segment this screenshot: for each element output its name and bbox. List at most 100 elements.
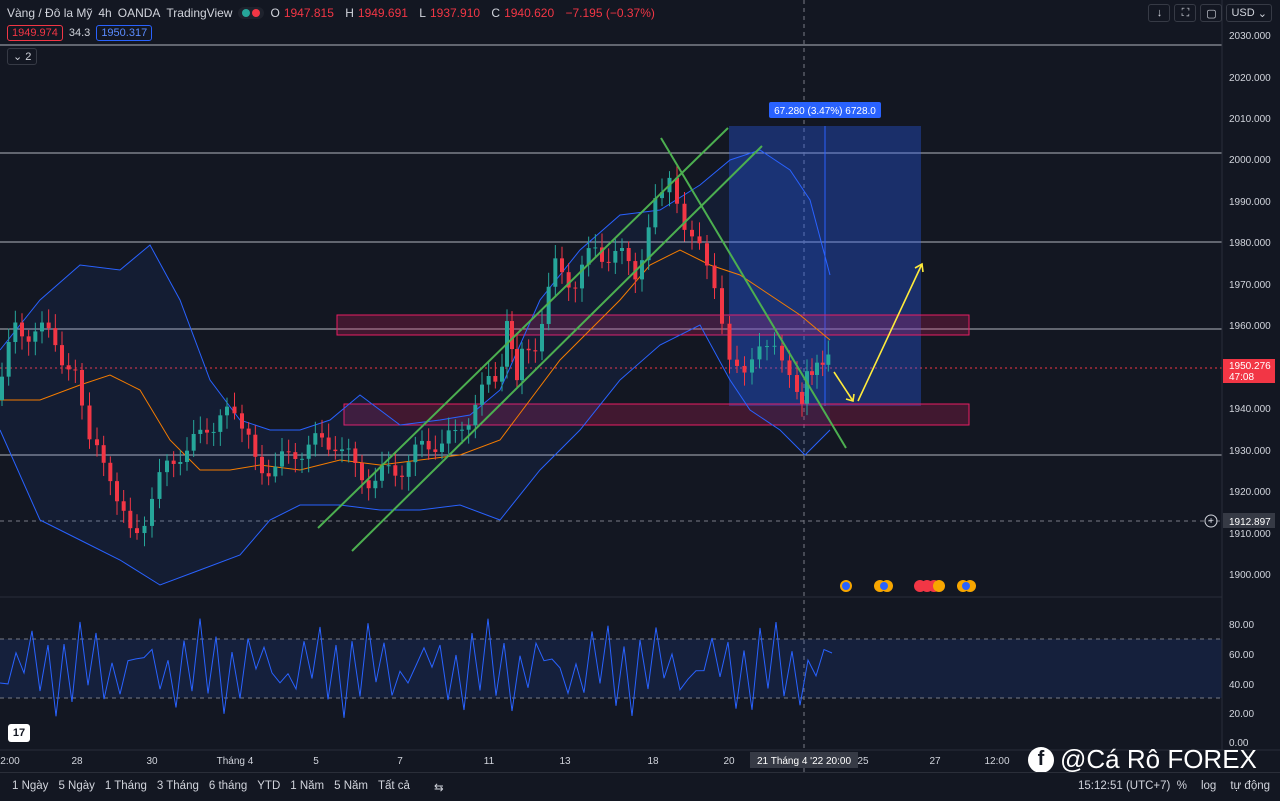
- symbol-legend[interactable]: Vàng / Đô la Mỹ 4h OANDA TradingView O 19…: [7, 6, 659, 20]
- candle-body: [795, 375, 799, 392]
- auto-toggle[interactable]: tự động: [1230, 780, 1270, 792]
- spread: 34.3: [68, 27, 91, 39]
- candle-body: [580, 264, 584, 289]
- bid-ask[interactable]: 1949.974 34.3 1950.317: [7, 25, 153, 41]
- candle-body: [515, 349, 519, 381]
- clock[interactable]: 15:12:51 (UTC+7): [1078, 780, 1171, 792]
- candle-body: [128, 510, 133, 529]
- log-toggle[interactable]: log: [1200, 780, 1217, 792]
- time-label: 25: [857, 756, 869, 767]
- candle-body: [586, 248, 591, 265]
- goto-date-icon[interactable]: ⇆: [433, 782, 444, 794]
- chart-canvas[interactable]: 67.280 (3.47%) 6728.0 2030.000 2020.000 …: [0, 0, 1280, 772]
- price-tick: 2000.000: [1229, 155, 1271, 166]
- candle-body: [33, 331, 38, 342]
- candle-body: [742, 365, 747, 373]
- support-zone[interactable]: [343, 403, 970, 426]
- price-tick: 1940.000: [1229, 404, 1271, 415]
- range-1d[interactable]: 1 Ngày: [12, 780, 49, 792]
- symbol-name[interactable]: Vàng / Đô la Mỹ: [7, 6, 93, 20]
- bid-price[interactable]: 1949.974: [7, 25, 63, 41]
- date-range-buttons: 1 Ngày 5 Ngày 1 Tháng 3 Tháng 6 tháng YT…: [12, 780, 444, 794]
- currency-select[interactable]: USD ⌄: [1226, 4, 1272, 22]
- projection-arrows[interactable]: [833, 262, 924, 403]
- candle-body: [26, 336, 31, 342]
- broker: OANDA: [117, 6, 161, 20]
- candle-body: [620, 248, 624, 251]
- bb-lower: [0, 324, 831, 586]
- range-5y[interactable]: 5 Năm: [334, 780, 368, 792]
- candle-body: [750, 359, 754, 373]
- range-1y[interactable]: 1 Năm: [290, 780, 325, 792]
- indicators-toggle[interactable]: ⌄ 2: [7, 48, 38, 65]
- time-label: 2:00: [0, 756, 20, 767]
- osc-tick: 60.00: [1229, 650, 1254, 661]
- candle-body: [765, 346, 769, 348]
- candle-body: [266, 473, 271, 477]
- price-axis[interactable]: 2030.000 2020.000 2010.000 2000.000 1990…: [1229, 31, 1271, 581]
- add-alert-icon[interactable]: [1204, 514, 1218, 528]
- candle-body: [320, 433, 324, 438]
- candle-body: [400, 475, 404, 477]
- candle-body: [413, 444, 418, 463]
- candle-body: [191, 433, 196, 451]
- osc-tick: 0.00: [1229, 738, 1249, 749]
- candle-body: [772, 345, 777, 347]
- range-3m[interactable]: 3 Tháng: [156, 780, 199, 792]
- candle-body: [393, 465, 398, 476]
- time-axis[interactable]: 2:00 28 30 Tháng 4 5 7 11 13 18 20 25 27…: [0, 756, 1010, 767]
- candle-body: [135, 528, 139, 534]
- candle-body: [780, 345, 784, 361]
- resistance-zone[interactable]: [336, 314, 970, 336]
- candle-body: [805, 371, 809, 404]
- price-tick: 1910.000: [1229, 529, 1271, 540]
- osc-tick: 20.00: [1229, 709, 1254, 720]
- candle-body: [553, 258, 558, 287]
- oscillator-line: [0, 618, 833, 718]
- candle-body: [426, 440, 431, 450]
- candle-body: [640, 260, 644, 280]
- candle-body: [526, 348, 531, 351]
- candle-body: [690, 229, 694, 237]
- range-1m[interactable]: 1 Tháng: [104, 780, 147, 792]
- percent-toggle[interactable]: %: [1176, 780, 1187, 792]
- candle-body: [406, 462, 411, 477]
- range-6m[interactable]: 6 tháng: [208, 780, 248, 792]
- candle-body: [787, 360, 792, 376]
- oscillator-axis[interactable]: 80.00 60.00 40.00 20.00 0.00: [1229, 620, 1254, 749]
- time-label: 28: [71, 756, 83, 767]
- fullscreen-icon[interactable]: ⛶: [1174, 4, 1197, 22]
- candle-body: [150, 498, 154, 526]
- candle-body: [108, 462, 113, 482]
- candle-body: [606, 261, 611, 263]
- range-ytd[interactable]: YTD: [257, 780, 281, 792]
- arrow-down-icon[interactable]: ↓: [1148, 4, 1171, 22]
- candle-body: [466, 425, 471, 430]
- time-label: 20: [723, 756, 735, 767]
- trend-lines[interactable]: [317, 127, 847, 552]
- candle-body: [826, 354, 831, 365]
- crosshair-price-tag: [1223, 513, 1275, 528]
- candle-body: [286, 451, 291, 453]
- candle-body: [540, 323, 544, 352]
- candle-body: [60, 345, 64, 366]
- candle-body: [366, 480, 371, 489]
- market-status-dots[interactable]: [238, 7, 265, 19]
- range-5d[interactable]: 5 Ngày: [58, 780, 95, 792]
- range-all[interactable]: Tất cả: [378, 780, 410, 792]
- candle-body: [46, 322, 51, 329]
- candle-body: [360, 463, 364, 481]
- candle-body: [810, 371, 814, 375]
- price-tick: 1930.000: [1229, 446, 1271, 457]
- ask-price[interactable]: 1950.317: [96, 25, 153, 41]
- platform: TradingView: [166, 6, 233, 20]
- tradingview-logo[interactable]: 17: [8, 724, 30, 742]
- interval[interactable]: 4h: [98, 6, 112, 20]
- snapshot-icon[interactable]: ▢: [1200, 4, 1223, 22]
- price-tick: 1920.000: [1229, 487, 1271, 498]
- current-price: 1950.276: [1229, 361, 1271, 372]
- candle-body: [653, 198, 658, 228]
- candle-body: [446, 430, 451, 444]
- candle-body: [246, 428, 251, 435]
- economic-event-flags[interactable]: [840, 580, 976, 592]
